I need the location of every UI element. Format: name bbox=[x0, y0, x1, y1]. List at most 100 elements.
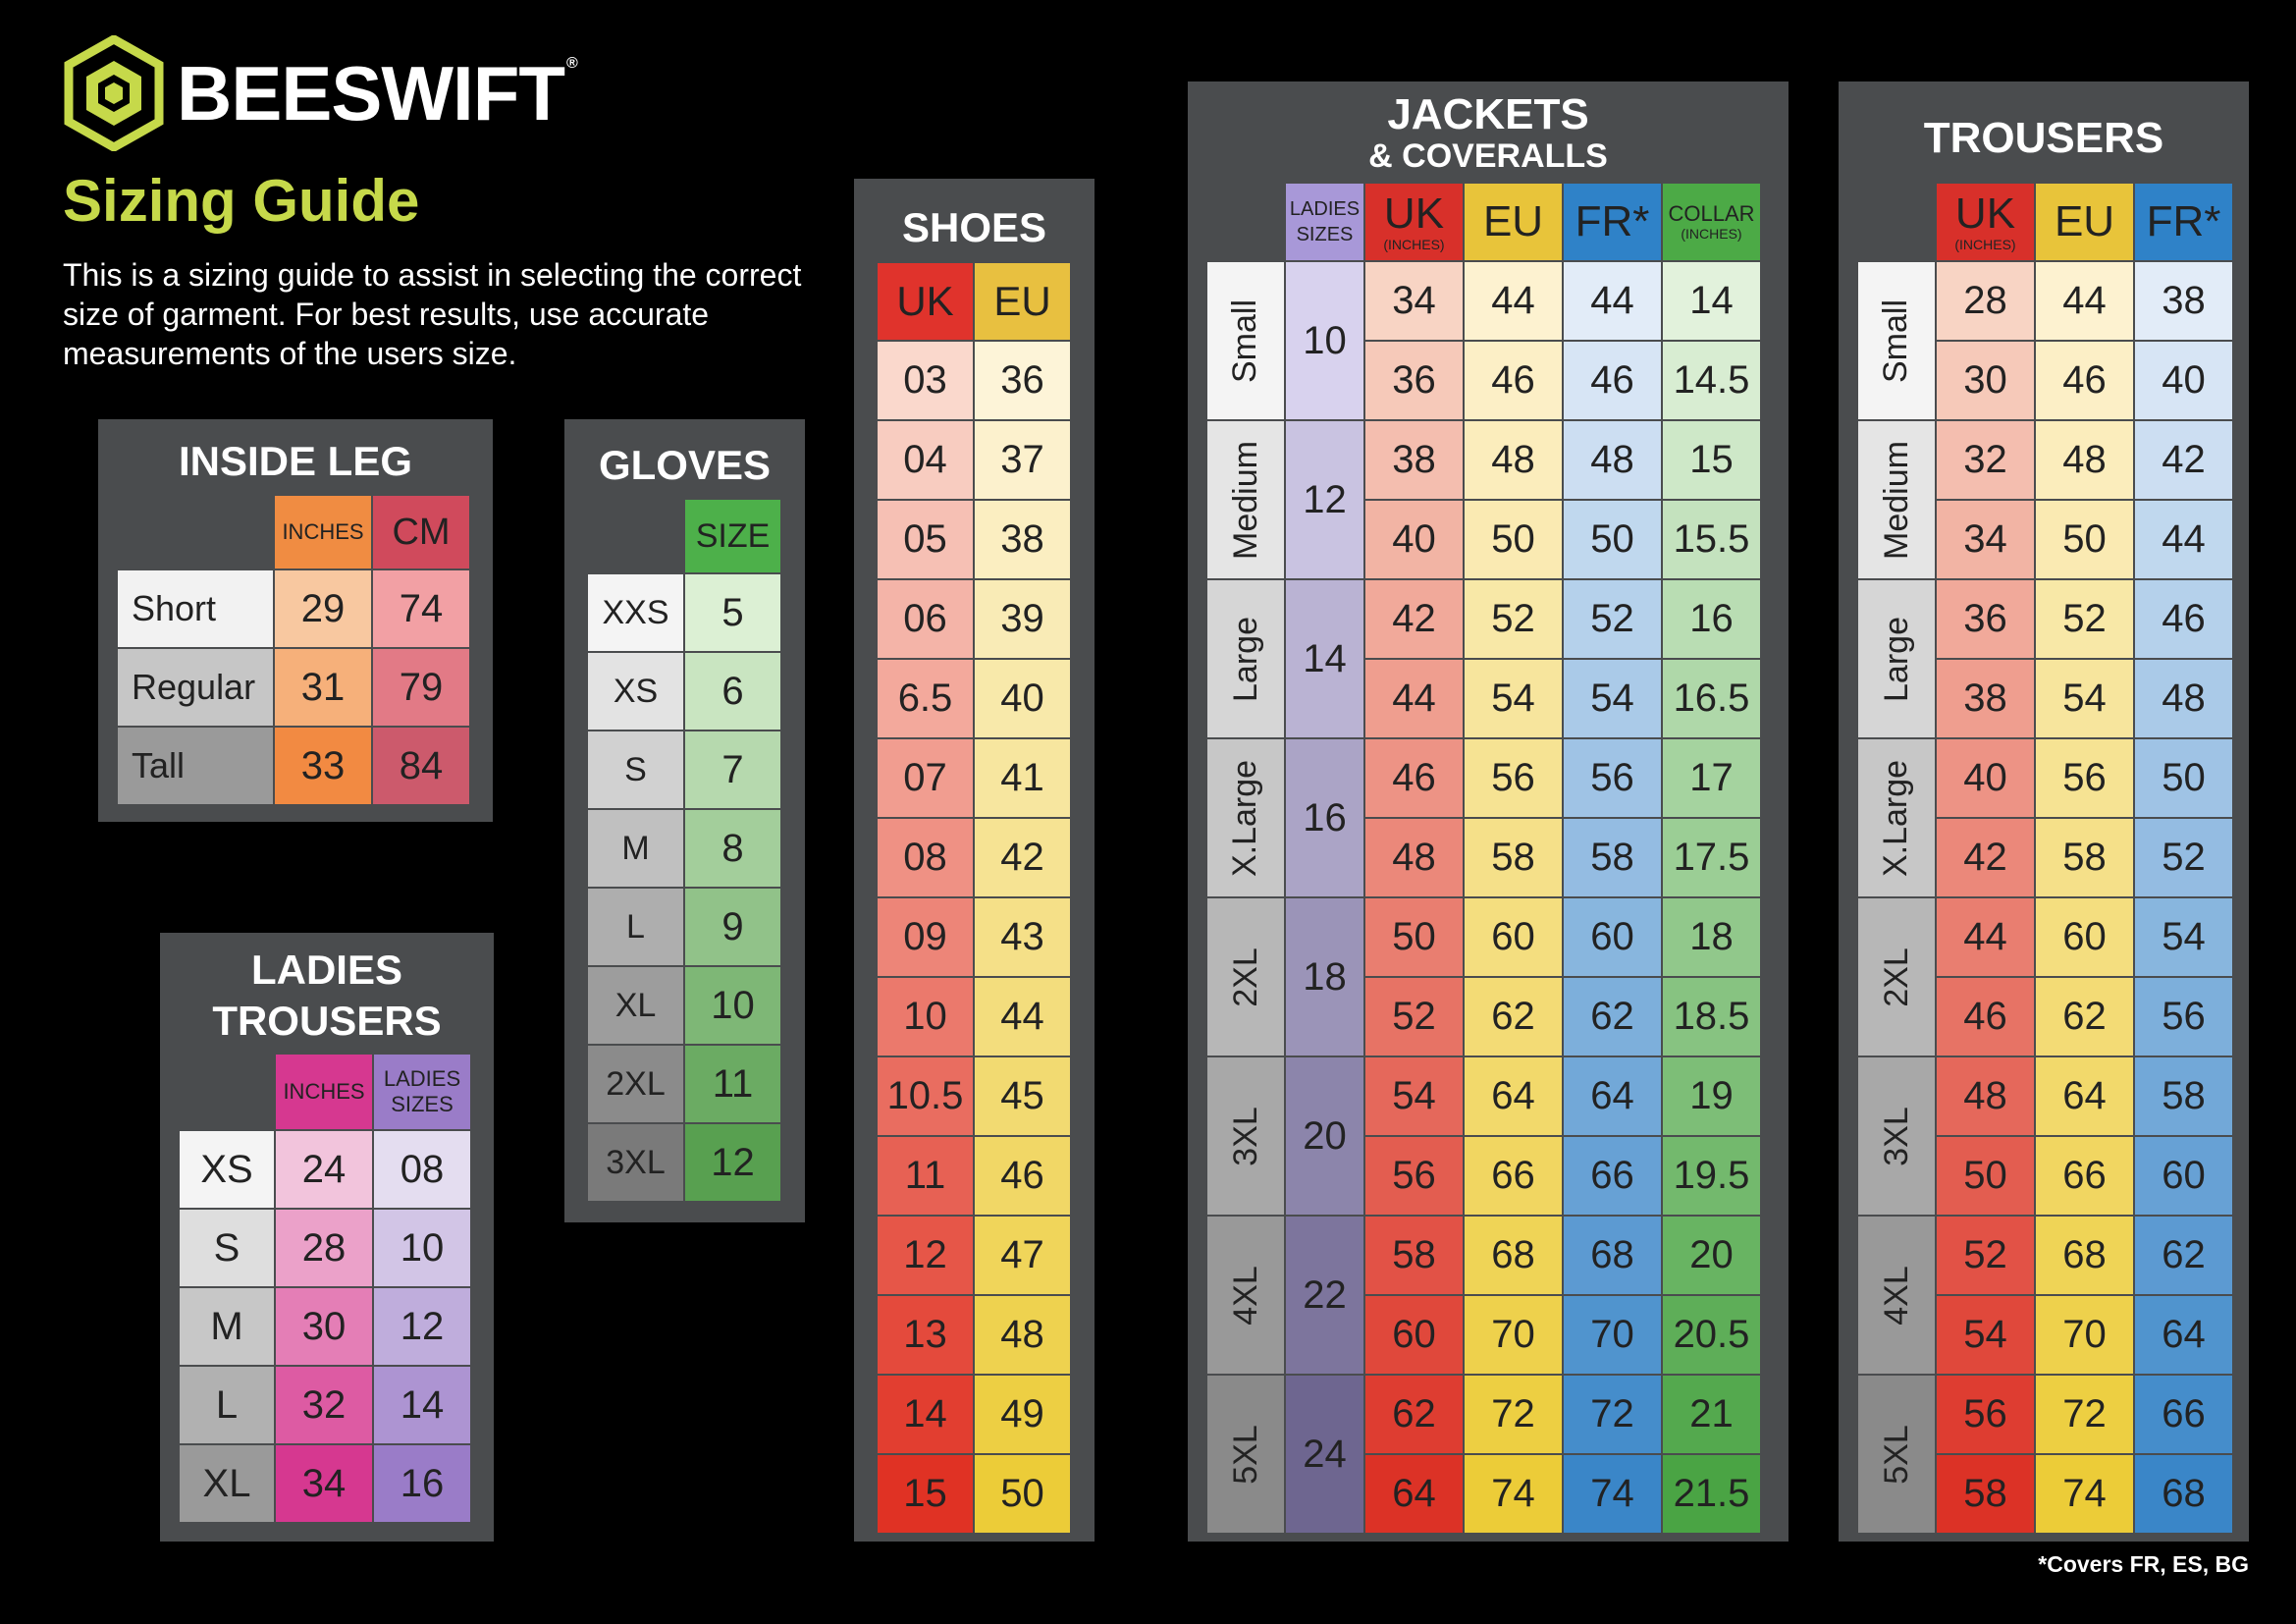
value-collar: 17 bbox=[1663, 739, 1760, 817]
ladies-size: 12 bbox=[1286, 421, 1363, 578]
value-size: 11 bbox=[685, 1046, 780, 1122]
value-inches: 33 bbox=[275, 728, 371, 804]
value-eu: 56 bbox=[1465, 739, 1562, 817]
header-uk-sub: (INCHES) bbox=[1954, 237, 2016, 252]
value-ladies-size: 08 bbox=[374, 1131, 470, 1208]
size-label-text: 5XL bbox=[1877, 1424, 1915, 1485]
page-title: Sizing Guide bbox=[63, 168, 420, 234]
row-label: L bbox=[588, 889, 683, 965]
hexagon-logo-icon bbox=[64, 35, 164, 151]
value-eu: 44 bbox=[975, 978, 1070, 1056]
size-table: INCHES CM Short 29 74 Regular 31 79 Tall 33 84 bbox=[118, 496, 469, 804]
value-size: 5 bbox=[685, 574, 780, 651]
value-eu: 66 bbox=[1465, 1137, 1562, 1215]
size-label-text: Large bbox=[1877, 616, 1915, 702]
row-label: XS bbox=[180, 1131, 274, 1208]
value-collar: 15 bbox=[1663, 421, 1760, 499]
panel-title: TROUSERS bbox=[1839, 113, 2249, 164]
size-table: SIZE XXS 5 XS 6 S 7 M 8 L 9 XL 10 2XL 11 3XL 12 bbox=[588, 500, 780, 1201]
value-eu: 58 bbox=[2036, 819, 2133, 896]
value-fr: 50 bbox=[1564, 501, 1661, 578]
value-eu: 56 bbox=[2036, 739, 2133, 817]
value-eu: 44 bbox=[1465, 262, 1562, 340]
value-uk: 12 bbox=[878, 1217, 973, 1294]
row-label: Short bbox=[118, 570, 273, 647]
value-inches: 31 bbox=[275, 649, 371, 726]
value-collar: 18 bbox=[1663, 898, 1760, 976]
value-uk: 58 bbox=[1365, 1217, 1463, 1294]
value-eu: 64 bbox=[1465, 1057, 1562, 1135]
value-uk: 34 bbox=[1937, 501, 2034, 578]
value-fr: 72 bbox=[1564, 1376, 1661, 1453]
size-label: Small bbox=[1858, 262, 1935, 419]
value-uk: 54 bbox=[1365, 1057, 1463, 1135]
value-fr: 46 bbox=[2135, 580, 2232, 658]
header-collar: COLLAR (INCHES) bbox=[1663, 184, 1760, 260]
value-eu: 47 bbox=[975, 1217, 1070, 1294]
value-fr: 66 bbox=[1564, 1137, 1661, 1215]
value-fr: 60 bbox=[2135, 1137, 2232, 1215]
panel-title: LADIES TROUSERS bbox=[160, 945, 494, 1047]
size-label: X.Large bbox=[1207, 739, 1284, 896]
value-uk: 6.5 bbox=[878, 660, 973, 737]
size-label: Large bbox=[1207, 580, 1284, 737]
size-table: INCHES LADIES SIZES XS 24 08 S 28 10 M 30 12 L 32 14 XL… bbox=[180, 1055, 470, 1522]
panel-title-line: TROUSERS bbox=[212, 998, 442, 1044]
value-eu: 48 bbox=[1465, 421, 1562, 499]
panel-title-line: TROUSERS bbox=[1923, 114, 2164, 162]
size-label-text: 3XL bbox=[1877, 1106, 1915, 1166]
ladies-size: 18 bbox=[1286, 898, 1363, 1056]
header-ladies-line1: LADIES bbox=[383, 1066, 461, 1091]
value-collar: 19.5 bbox=[1663, 1137, 1760, 1215]
header-ladies-line2: SIZES bbox=[391, 1092, 454, 1116]
value-collar: 17.5 bbox=[1663, 819, 1760, 896]
row-label: XL bbox=[588, 967, 683, 1044]
value-uk: 64 bbox=[1365, 1455, 1463, 1533]
header-size: SIZE bbox=[685, 500, 780, 572]
header-eu: EU bbox=[975, 263, 1070, 340]
size-label-text: 2XL bbox=[1226, 947, 1264, 1007]
ladies-size: 20 bbox=[1286, 1057, 1363, 1215]
size-label-text: Medium bbox=[1877, 440, 1915, 560]
panel-title: JACKETS & COVERALLS bbox=[1188, 91, 1789, 175]
size-label: Medium bbox=[1207, 421, 1284, 578]
value-size: 9 bbox=[685, 889, 780, 965]
value-fr: 74 bbox=[1564, 1455, 1661, 1533]
value-eu: 46 bbox=[975, 1137, 1070, 1215]
jackets-panel: JACKETS & COVERALLS LADIES SIZES UK (INCHES) E… bbox=[1188, 81, 1789, 1542]
size-label-text: X.Large bbox=[1226, 759, 1264, 877]
value-eu: 50 bbox=[975, 1455, 1070, 1533]
value-collar: 14 bbox=[1663, 262, 1760, 340]
value-collar: 16 bbox=[1663, 580, 1760, 658]
value-uk: 46 bbox=[1937, 978, 2034, 1056]
value-fr: 46 bbox=[1564, 342, 1661, 419]
value-size: 7 bbox=[685, 731, 780, 808]
value-uk: 44 bbox=[1365, 660, 1463, 737]
value-cm: 74 bbox=[373, 570, 469, 647]
ladies-size: 10 bbox=[1286, 262, 1363, 419]
size-label-text: 5XL bbox=[1226, 1424, 1264, 1485]
header-collar-label: COLLAR (INCHES) bbox=[1668, 203, 1754, 242]
value-fr: 52 bbox=[2135, 819, 2232, 896]
value-uk: 10 bbox=[878, 978, 973, 1056]
ladies-size: 22 bbox=[1286, 1217, 1363, 1374]
value-fr: 60 bbox=[1564, 898, 1661, 976]
value-cm: 79 bbox=[373, 649, 469, 726]
ladies-size: 24 bbox=[1286, 1376, 1363, 1533]
value-fr: 64 bbox=[1564, 1057, 1661, 1135]
value-uk: 54 bbox=[1937, 1296, 2034, 1374]
value-inches: 34 bbox=[276, 1445, 372, 1522]
value-uk: 50 bbox=[1365, 898, 1463, 976]
value-uk: 32 bbox=[1937, 421, 2034, 499]
header-uk-label: UK (INCHES) bbox=[1954, 192, 2016, 252]
row-label: L bbox=[180, 1367, 274, 1443]
row-label: 3XL bbox=[588, 1124, 683, 1201]
value-cm: 84 bbox=[373, 728, 469, 804]
value-collar: 18.5 bbox=[1663, 978, 1760, 1056]
value-uk: 40 bbox=[1365, 501, 1463, 578]
value-fr: 42 bbox=[2135, 421, 2232, 499]
size-table: UK (INCHES) EU FR* Small 28 44 38 30 46 40 Medium 32… bbox=[1858, 184, 2232, 1533]
size-label: 3XL bbox=[1858, 1057, 1935, 1215]
value-fr: 40 bbox=[2135, 342, 2232, 419]
value-eu: 60 bbox=[2036, 898, 2133, 976]
